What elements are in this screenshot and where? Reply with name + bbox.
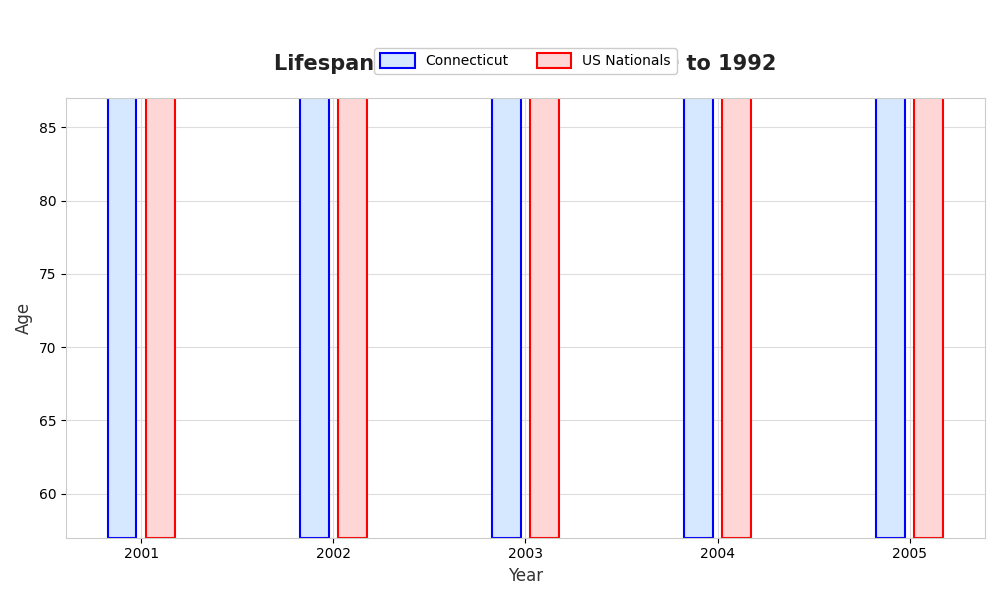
Y-axis label: Age: Age xyxy=(15,302,33,334)
Bar xyxy=(300,0,329,538)
X-axis label: Year: Year xyxy=(508,567,543,585)
Title: Lifespan in Connecticut from 1970 to 1992: Lifespan in Connecticut from 1970 to 199… xyxy=(274,55,777,74)
Legend: Connecticut, US Nationals: Connecticut, US Nationals xyxy=(374,48,677,74)
Bar xyxy=(722,0,751,538)
Bar xyxy=(914,0,943,538)
Bar xyxy=(146,0,175,538)
Bar xyxy=(530,0,559,538)
Bar xyxy=(684,0,713,538)
Bar xyxy=(338,0,367,538)
Bar xyxy=(876,0,905,538)
Bar xyxy=(492,0,521,538)
Bar xyxy=(108,0,136,538)
